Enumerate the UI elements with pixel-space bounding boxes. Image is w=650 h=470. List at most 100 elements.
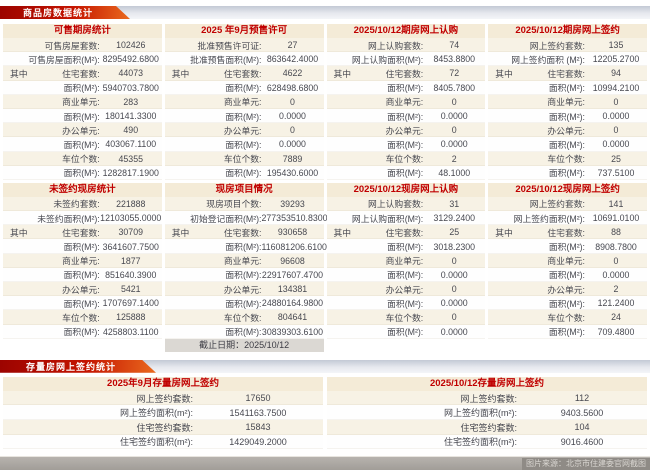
stat-row: 网上签约面积(M²): 10691.0100 xyxy=(488,211,647,226)
stat-row: 其中 住宅套数: 30709 xyxy=(3,225,162,240)
stat-row-label: 办公单元: xyxy=(385,125,424,136)
stat-row-label: 批准预售面积(M²): xyxy=(190,54,262,65)
stat-row: 网上签约套数: 112 xyxy=(327,390,647,406)
stat-row: 面积(M²): 48.1000 xyxy=(326,165,486,180)
stat-row: 面积(M²): 22917607.4700 xyxy=(164,267,324,282)
stat-row-value: 15843 xyxy=(245,422,271,433)
stat-row-value: 0 xyxy=(451,255,457,266)
stat-row: 商业单元: 96608 xyxy=(164,253,324,268)
stat-row: 商业单元: 0 xyxy=(326,253,486,268)
stat-row: 其中 住宅套数: 88 xyxy=(488,225,647,240)
stat-row-label: 网上认购套数: xyxy=(368,40,424,51)
panel-rows: 网上签约套数: 135 网上签约面积 (M²): 12205.2700 其中 住… xyxy=(488,38,647,180)
stat-row-label: 现房项目个数: xyxy=(206,199,262,210)
stat-row-value: 25 xyxy=(449,227,460,238)
stat-row: 面积(M²): 0.0000 xyxy=(326,108,486,124)
stat-row-label: 面积(M²): xyxy=(225,298,262,309)
stat-row: 车位个数: 7889 xyxy=(164,151,324,166)
stat-row-value: 48.1000 xyxy=(438,167,471,178)
stat-row-value: 96608 xyxy=(280,255,305,266)
tab-stock-housing-stats[interactable]: 存量房网上签约统计 xyxy=(0,360,156,373)
stat-row-label: 面积(M²): xyxy=(387,111,424,122)
stat-row: 其中 住宅套数: 44073 xyxy=(3,66,162,81)
stat-row-label: 面积(M²): xyxy=(63,139,100,150)
stat-row-value: 1429049.2000 xyxy=(229,436,287,447)
stat-row-label: 面积(M²): xyxy=(387,298,424,309)
stat-row: 面积(M²): 0.0000 xyxy=(164,137,324,152)
stat-row-value: 8453.8800 xyxy=(433,54,476,65)
stat-row-label: 面积(M²): xyxy=(387,242,424,253)
stat-row-label: 网上认购面积(M²): xyxy=(351,213,424,224)
stat-row: 面积(M²): 180141.3300 xyxy=(3,108,162,124)
stat-row-label: 面积(M²): xyxy=(548,168,585,179)
panel-title: 2025年9月存量房网上签约 xyxy=(3,376,323,391)
stat-row-value: 3129.2400 xyxy=(433,213,476,224)
panel-title: 2025/10/12现房网上认购 xyxy=(326,182,486,197)
stat-row-value: 45355 xyxy=(118,153,143,164)
stat-row-label: 办公单元: xyxy=(547,284,585,295)
stat-row-label: 住宅签约套数: xyxy=(136,422,193,433)
stat-row: 面积(M²): 0.0000 xyxy=(326,324,486,339)
stat-row: 商业单元: 1877 xyxy=(3,253,162,268)
panels-grid: 可售期房统计 可售房屋套数: 102426 可售房屋面积(M²): 829549… xyxy=(0,24,650,352)
stat-row: 未签约套数: 221888 xyxy=(3,196,162,212)
stat-row: 面积(M²): 3641607.7500 xyxy=(3,239,162,254)
stat-row-value: 1877 xyxy=(120,255,141,266)
stat-row-prefix: 其中 xyxy=(333,68,352,79)
stat-row-label: 面积(M²): xyxy=(63,83,100,94)
stat-row-value: 31 xyxy=(449,198,460,209)
stat-row: 网上认购套数: 31 xyxy=(326,196,486,212)
stat-row-value: 283 xyxy=(123,96,139,107)
stat-row-value: 277353510.8300 xyxy=(261,213,328,224)
stat-row-value: 0 xyxy=(451,312,457,323)
stat-row-value: 121.2400 xyxy=(597,298,635,309)
stats-panel: 2025/10/12期房网上签约 网上签约套数: 135 网上签约面积 (M²)… xyxy=(488,24,647,180)
stat-row: 面积(M²): 0.0000 xyxy=(488,137,647,152)
stat-row-value: 9403.5600 xyxy=(560,407,604,418)
stat-row-value: 0.0000 xyxy=(602,269,630,280)
panel-title: 可售期房统计 xyxy=(3,24,162,38)
stat-row-value: 116081206.6100 xyxy=(261,241,327,252)
stat-row: 车位个数: 804641 xyxy=(164,310,324,325)
stat-row: 其中 住宅套数: 94 xyxy=(488,66,647,81)
stat-row-label: 住宅套数: xyxy=(223,68,262,79)
stat-row-value: 0.0000 xyxy=(602,139,630,150)
stat-row-label: 网上签约面积(m²): xyxy=(444,408,517,419)
panel-title: 2025/10/12存量房网上签约 xyxy=(327,376,647,391)
stat-row-label: 面积(M²): xyxy=(225,270,262,281)
stat-row-value: 4622 xyxy=(282,68,303,79)
stat-row-label: 车位个数: xyxy=(547,312,585,323)
stat-row-value: 44073 xyxy=(118,68,143,79)
stats-panel: 2025/10/12现房网上认购 网上认购套数: 31 网上认购面积(M²): … xyxy=(326,182,486,352)
stat-row-label: 车位个数: xyxy=(385,154,424,165)
stats-panel: 2025/10/12期房网上认购 网上认购套数: 74 网上认购面积(M²): … xyxy=(326,24,486,180)
stat-row: 面积(M²): 1707697.1400 xyxy=(3,296,162,311)
stat-row-label: 面积(M²): xyxy=(63,327,100,338)
stat-row-label: 车位个数: xyxy=(62,154,100,165)
stat-row-label: 网上签约套数: xyxy=(136,393,193,404)
stat-row-value: 709.4800 xyxy=(597,326,635,337)
stat-row-value: 0.0000 xyxy=(279,139,306,150)
stat-row: 办公单元: 490 xyxy=(3,123,162,138)
tab-commodity-housing-stats[interactable]: 商品房数据统计 xyxy=(0,6,130,19)
stat-row: 住宅签约套数: 104 xyxy=(327,419,647,435)
stat-row-label: 住宅套数: xyxy=(62,227,100,238)
stat-row-label: 住宅签约面积(m²): xyxy=(120,437,193,448)
stat-row-value: 25 xyxy=(611,153,621,164)
stat-row: 办公单元: 134381 xyxy=(164,282,324,297)
stat-row-value: 74 xyxy=(449,40,460,51)
panel-rows: 网上签约套数: 17650 网上签约面积(m²): 1541163.7500 住… xyxy=(3,390,323,450)
footer-bar: 图片来源：北京市住建委官网截图 xyxy=(0,456,650,470)
stat-row-value: 27 xyxy=(287,40,298,51)
stat-row: 办公单元: 0 xyxy=(488,123,647,138)
stat-row-value: 3641607.7500 xyxy=(102,241,159,252)
stat-row-value: 0 xyxy=(290,96,295,107)
stat-row-value: 930658 xyxy=(277,227,308,238)
stat-row-value: 0 xyxy=(613,255,619,266)
stat-row-label: 商业单元: xyxy=(62,256,100,267)
stat-row-value: 8908.7800 xyxy=(595,241,637,252)
panel-rows: 可售房屋套数: 102426 可售房屋面积(M²): 8295492.6800 … xyxy=(3,38,162,180)
stat-row-label: 面积(M²): xyxy=(387,83,424,94)
stat-row-label: 车位个数: xyxy=(547,154,585,165)
stat-row-value: 7889 xyxy=(282,153,303,164)
